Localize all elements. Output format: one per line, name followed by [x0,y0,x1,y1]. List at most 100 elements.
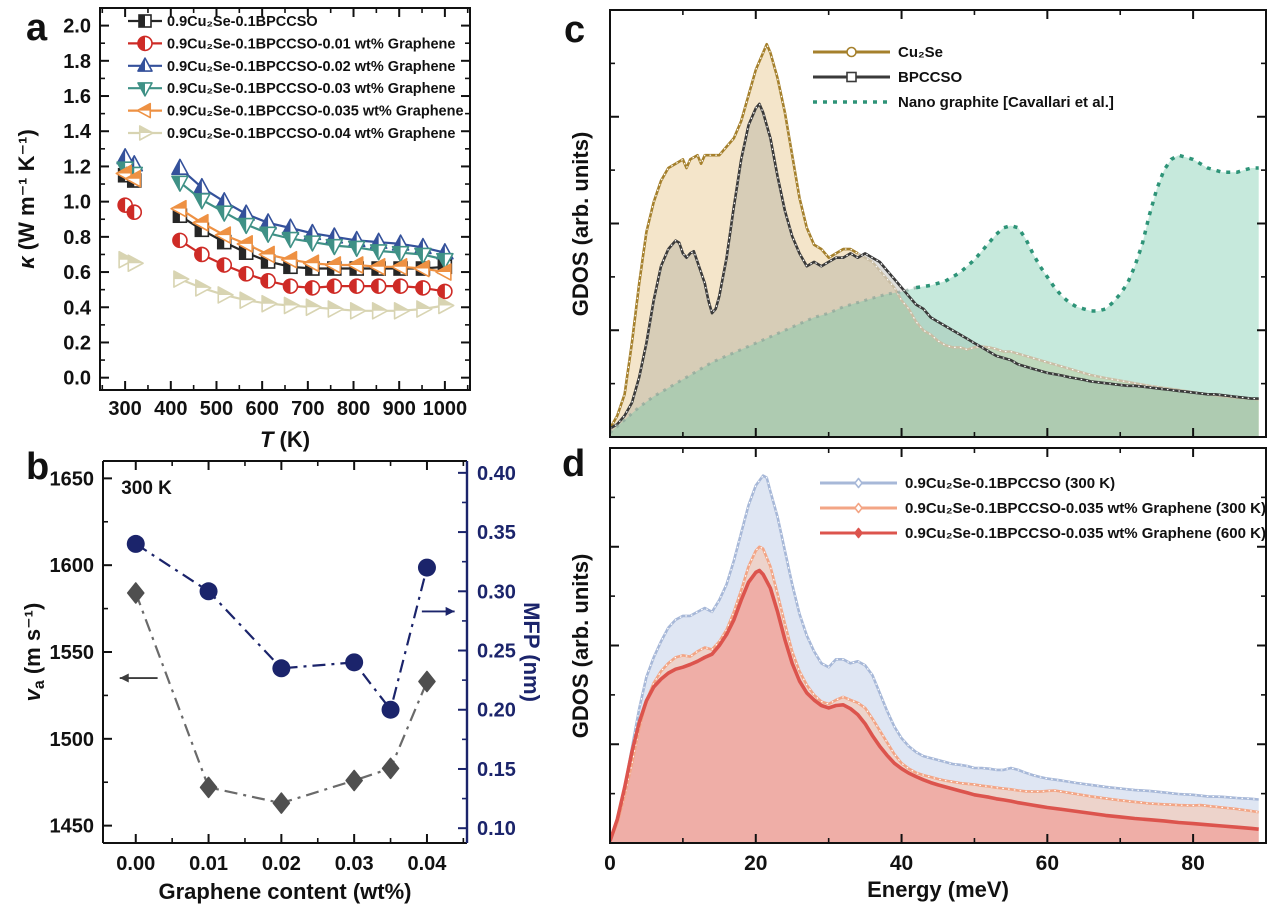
data-point-marker [214,226,232,244]
panel-a-series [115,148,455,320]
data-point-marker [194,246,210,263]
x-tick-label: 1000 [423,398,468,420]
legend-item: 0.9Cu₂Se-0.1BPCCSO-0.04 wt% Graphene [128,125,455,142]
series-va [126,582,436,814]
panel-c: GDOS (arb. units) Cu₂Se BPCCSO Nano graphit… [568,9,1267,438]
panel-b-series [126,534,436,814]
data-point-marker [280,250,298,269]
data-point-marker [392,278,409,294]
data-point-marker [138,125,154,141]
data-point-marker [305,298,323,317]
panel-c-y-axis-title: GDOS (arb. units) [568,132,593,317]
data-point-marker [259,226,277,243]
y-right-tick-label: 0.40 [477,463,516,485]
x-tick-label: 0.00 [116,853,155,875]
data-point-marker [438,296,455,315]
x-tick-label: 700 [291,398,324,420]
data-point-marker [126,534,145,553]
series-line-beads [610,474,1259,842]
data-point-marker [199,582,218,601]
data-point-marker [345,653,364,672]
data-point-marker [413,259,430,278]
data-point-marker [324,256,342,274]
y-tick-label: 0.8 [63,227,91,249]
data-point-marker [170,199,187,218]
panel-b-y-left-axis-title: va (m s⁻¹) [20,603,48,702]
legend-label: 0.9Cu₂Se-0.1BPCCSO [167,14,318,30]
area-c [610,155,1259,437]
data-point-marker [238,266,254,282]
y-left-tick-label: 1450 [50,816,95,838]
legend-label: Cu₂Se [898,44,943,61]
panel-b-x-axis-title: Graphene content (wt%) [158,879,411,904]
panel-letter-d: d [562,443,585,485]
legend-label: BPCCSO [898,69,963,86]
y-left-tick-label: 1550 [50,642,95,664]
legend-label: 0.9Cu₂Se-0.1BPCCSO-0.01 wt% Graphene [167,36,455,52]
legend-item: 0.9Cu₂Se-0.1BPCCSO-0.035 wt% Graphene (3… [820,500,1266,517]
data-point-marker [303,235,322,252]
data-point-marker [415,280,431,296]
data-point-marker [854,527,863,539]
data-point-marker [390,257,408,276]
data-point-marker [260,273,276,289]
y-left-tick-label: 1600 [50,555,95,577]
data-point-marker [393,301,411,320]
series-line-beads [610,546,1259,842]
data-point-marker [272,659,291,678]
x-tick-label: 800 [337,398,370,420]
legend-label: 0.9Cu₂Se-0.1BPCCSO-0.02 wt% Graphene [167,59,455,75]
x-tick-label: 80 [1181,852,1204,875]
series-tri-right [118,250,455,320]
legend-item: 0.9Cu₂Se-0.1BPCCSO (300 K) [820,475,1115,492]
series-line [915,153,1259,313]
data-point-marker [326,278,343,294]
series-line [610,102,1259,430]
y-right-tick-label: 0.35 [477,522,516,544]
y-tick-label: 1.8 [63,51,91,73]
data-point-marker [137,82,153,97]
data-point-marker [348,278,365,294]
x-tick-label: 500 [200,398,233,420]
data-point-marker [172,232,188,249]
data-point-marker [327,300,344,318]
y-tick-label: 0.0 [63,368,91,390]
y-right-tick-label: 0.30 [477,581,516,603]
x-tick-label: 600 [245,398,278,420]
series-line [135,542,429,711]
panel-a-y-axis-title: κ (W m⁻¹ K⁻¹) [14,129,39,269]
panel-a-axes: 300 400 500 600 700 800 900 1000 0.0 0.2 0.4 0.6 0.8… [63,8,470,420]
data-point-marker [195,279,212,297]
data-point-marker [369,257,386,276]
legend-label: 0.9Cu₂Se-0.1BPCCSO-0.035 wt% Graphene [167,104,464,120]
data-point-marker [304,280,321,296]
data-point-marker [127,254,144,273]
series-line [610,286,917,434]
series-line [134,592,429,805]
y-right-tick-label: 0.15 [477,759,516,781]
data-point-marker [437,283,453,300]
panel-d-y-axis-title: GDOS (arb. units) [568,554,593,739]
data-point-marker [436,252,454,270]
data-point-marker [349,301,367,320]
legend-label: 0.9Cu₂Se-0.1BPCCSO-0.04 wt% Graphene [167,126,455,142]
x-tick-label: 0.01 [189,853,228,875]
panel-c-plot [610,42,1259,437]
area-c [610,103,1259,437]
panel-b-annotation: 300 K [121,478,172,499]
data-point-marker [416,300,433,318]
x-tick-label: 300 [108,398,141,420]
series-line [610,42,859,430]
data-point-marker [854,477,863,489]
panel-c-legend: Cu₂Se BPCCSO Nano graphite [Cavallari et a… [813,44,1114,111]
series-tri-up [116,148,454,260]
data-point-marker [193,193,211,210]
y-tick-label: 0.2 [63,332,91,354]
data-point-marker [136,102,152,119]
legend-label: Nano graphite [Cavallari et al.] [898,94,1114,111]
data-point-marker [137,57,153,72]
legend-item: Cu₂Se [813,44,943,61]
legend-item: BPCCSO [813,69,963,86]
